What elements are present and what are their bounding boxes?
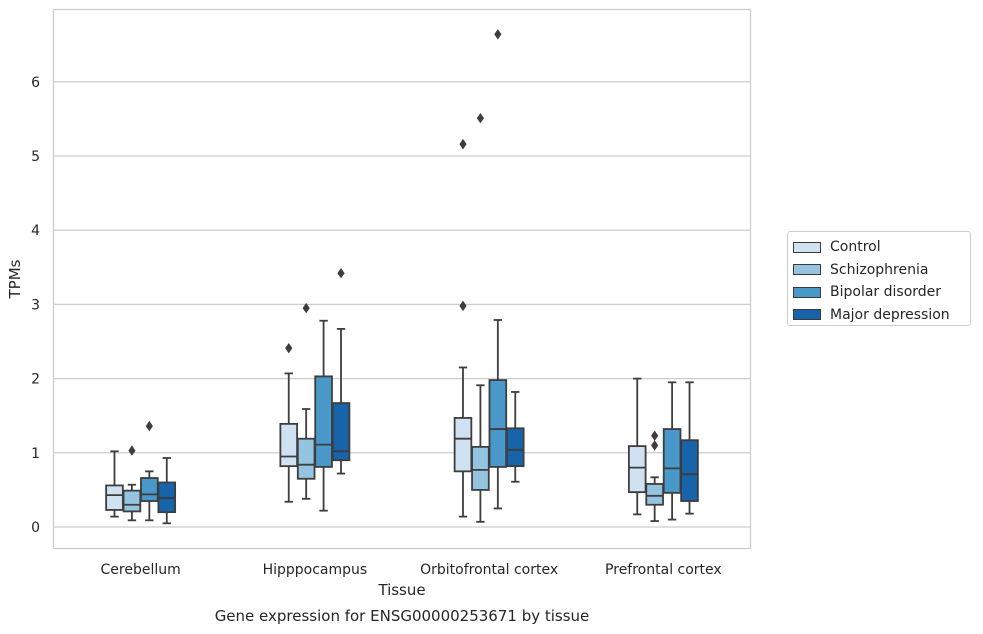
box-bipolar-disorder-orbitofrontal-cortex [488, 29, 508, 510]
box-schizophrenia-orbitofrontal-cortex [471, 112, 490, 523]
box-iqr [331, 402, 351, 462]
outlier-marker-0 [128, 445, 136, 456]
y-axis-label: TPMs [6, 259, 24, 299]
box-iqr [627, 445, 647, 494]
outlier-marker-0 [651, 440, 659, 451]
box-iqr [488, 379, 508, 468]
box-iqr [680, 439, 699, 502]
box-iqr [140, 477, 159, 502]
legend-label-schizophrenia: Schizophrenia [830, 261, 929, 278]
box-major-depression-hipppocampus [331, 268, 351, 475]
legend-item-schizophrenia: Schizophrenia [793, 259, 970, 282]
legend-swatch-schizophrenia [793, 264, 821, 276]
outlier-marker-1 [459, 138, 467, 150]
box-iqr [505, 427, 525, 468]
box-schizophrenia-cerebellum [122, 445, 142, 522]
y-tick-label-0: 0 [31, 520, 40, 536]
box-iqr [314, 375, 333, 468]
figure-caption: Gene expression for ENSG00000253671 by t… [215, 607, 590, 625]
outlier-marker-0 [302, 302, 310, 314]
legend-swatch-bipolar-disorder [793, 286, 821, 298]
box-schizophrenia-hipppocampus [296, 302, 316, 500]
legend-item-control: Control [793, 236, 970, 259]
outlier-marker-0 [285, 342, 293, 354]
box-iqr [122, 489, 142, 513]
box-control-prefrontal-cortex [627, 377, 647, 516]
box-bipolar-disorder-cerebellum [140, 420, 159, 522]
y-tick-labels: 0 1 2 3 4 5 6 [31, 75, 40, 536]
x-tick-label-orbitofrontal-cortex: Orbitofrontal cortex [420, 562, 558, 578]
box-iqr [296, 437, 316, 480]
x-tick-labels: Cerebellum Hipppocampus Orbitofrontal cort… [101, 562, 722, 578]
box-iqr [105, 484, 124, 511]
y-tick-label-4: 4 [31, 223, 40, 239]
x-axis-label: Tissue [377, 581, 425, 599]
box-iqr [645, 483, 664, 506]
y-tick-label-2: 2 [31, 372, 40, 388]
legend-label-control: Control [830, 239, 881, 256]
x-tick-label-cerebellum: Cerebellum [101, 562, 181, 578]
outlier-marker-0 [494, 29, 502, 40]
y-tick-label-1: 1 [31, 446, 40, 462]
legend-label-bipolar-disorder: Bipolar disorder [830, 284, 942, 301]
outlier-marker-0 [476, 112, 485, 124]
box-bipolar-disorder-hipppocampus [314, 319, 333, 512]
box-control-hipppocampus [279, 342, 299, 503]
boxes [105, 29, 699, 525]
x-tick-label-hipppocampus: Hipppocampus [263, 562, 368, 578]
box-control-cerebellum [105, 450, 124, 518]
box-iqr [471, 445, 490, 491]
outlier-marker-1 [651, 430, 659, 441]
outlier-marker-0 [145, 420, 153, 432]
x-tick-label-prefrontal-cortex: Prefrontal cortex [605, 562, 722, 578]
outlier-marker-0 [459, 300, 467, 312]
y-tick-label-6: 6 [31, 75, 40, 91]
box-iqr [662, 428, 682, 494]
legend-item-bipolar-disorder: Bipolar disorder [793, 281, 970, 304]
y-tick-label-5: 5 [31, 149, 40, 165]
legend-swatch-control [793, 241, 821, 253]
box-schizophrenia-prefrontal-cortex [645, 430, 664, 522]
box-major-depression-prefrontal-cortex [680, 381, 699, 515]
legend: Control Schizophrenia Bipolar disorder M… [787, 231, 971, 326]
box-major-depression-orbitofrontal-cortex [505, 391, 525, 483]
y-tick-label-3: 3 [31, 297, 40, 313]
legend-item-major-depression: Major depression [793, 304, 970, 327]
legend-label-major-depression: Major depression [830, 306, 950, 323]
legend-swatch-major-depression [793, 309, 821, 321]
box-iqr [453, 417, 473, 473]
outlier-marker-0 [337, 268, 345, 279]
box-control-orbitofrontal-cortex [453, 138, 473, 518]
box-iqr [279, 422, 299, 468]
box-major-depression-cerebellum [157, 457, 177, 525]
